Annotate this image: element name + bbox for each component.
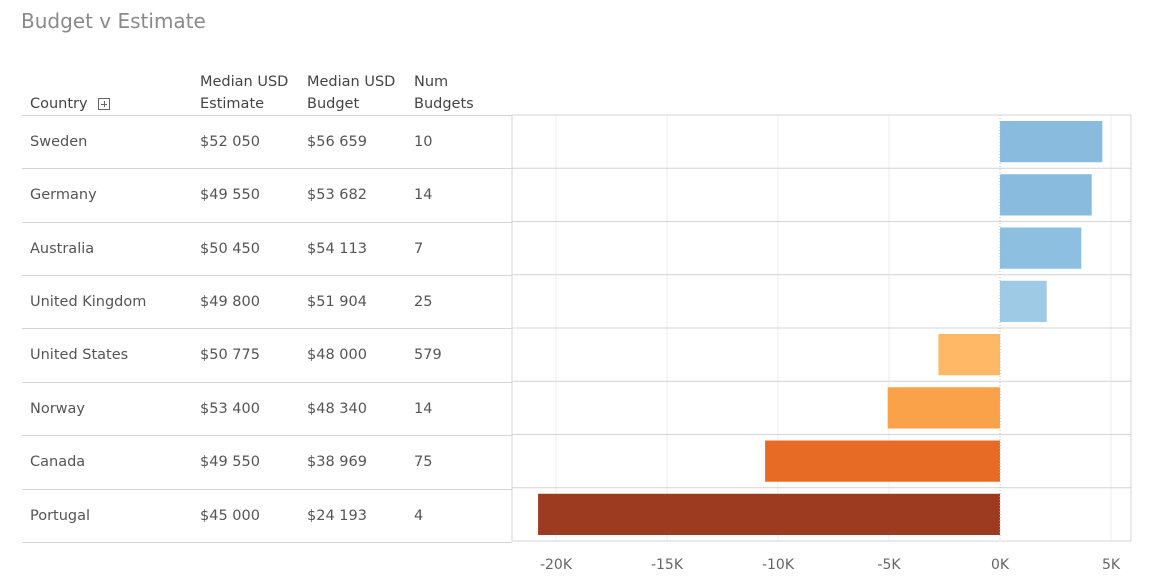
country-cell: Norway — [30, 401, 86, 417]
bar-sweden — [1000, 121, 1103, 163]
budget-cell: $48 000 — [307, 347, 367, 363]
estimate-header[interactable]: Median USD Estimate — [200, 71, 288, 115]
budget-cell: $24 193 — [307, 508, 367, 524]
num-budgets-cell: 14 — [414, 401, 433, 417]
num-budgets-cell: 579 — [414, 347, 442, 363]
num-budgets-cell: 25 — [414, 294, 433, 310]
budget-header-line1: Median USD — [307, 74, 396, 90]
bar-united-kingdom — [1000, 280, 1047, 322]
bar-canada — [765, 440, 1000, 482]
budget-header[interactable]: Median USD Budget — [307, 71, 395, 115]
country-header-label: Country — [30, 96, 88, 112]
country-cell: Sweden — [30, 134, 88, 150]
budget-header-line2: Budget — [307, 96, 360, 112]
bar-norway — [887, 387, 1000, 429]
budget-cell: $56 659 — [307, 134, 367, 150]
num-header-line2: Budgets — [414, 96, 474, 112]
estimate-cell: $45 000 — [200, 508, 260, 524]
num-budgets-header[interactable]: Num Budgets — [414, 71, 474, 115]
bar-germany — [1000, 174, 1092, 216]
budget-cell: $48 340 — [307, 401, 367, 417]
budget-cell: $53 682 — [307, 187, 367, 203]
estimate-cell: $53 400 — [200, 401, 260, 417]
table-row[interactable]: Australia $50 450 $54 113 7 — [22, 222, 512, 275]
estimate-cell: $52 050 — [200, 134, 260, 150]
table-row[interactable]: United Kingdom $49 800 $51 904 25 — [22, 275, 512, 328]
expand-icon[interactable] — [97, 98, 110, 110]
x-tick-label: -10K — [762, 557, 795, 573]
country-cell: Canada — [30, 454, 86, 470]
bar-australia — [1000, 227, 1082, 269]
num-budgets-cell: 75 — [414, 454, 433, 470]
x-tick-label: -15K — [651, 557, 684, 573]
country-header[interactable]: Country — [30, 93, 110, 115]
num-header-line1: Num — [414, 74, 449, 90]
country-cell: Australia — [30, 241, 95, 257]
num-budgets-cell: 14 — [414, 187, 433, 203]
country-cell: United States — [30, 347, 129, 363]
table-row[interactable]: Canada $49 550 $38 969 75 — [22, 435, 512, 488]
country-cell: United Kingdom — [30, 294, 147, 310]
country-cell: Portugal — [30, 508, 91, 524]
table-row[interactable]: Portugal $45 000 $24 193 4 — [22, 489, 512, 543]
estimate-cell: $49 550 — [200, 187, 260, 203]
chart-title: Budget v Estimate — [21, 9, 206, 33]
x-tick-label: -5K — [877, 557, 901, 573]
table-row[interactable]: Norway $53 400 $48 340 14 — [22, 382, 512, 435]
x-tick-label: -20K — [540, 557, 573, 573]
estimate-cell: $49 550 — [200, 454, 260, 470]
estimate-header-line1: Median USD — [200, 74, 289, 90]
table-row[interactable]: Germany $49 550 $53 682 14 — [22, 168, 512, 221]
budget-cell: $54 113 — [307, 241, 367, 257]
estimate-cell: $50 775 — [200, 347, 260, 363]
x-tick-label: 0K — [991, 557, 1010, 573]
bar-portugal — [538, 493, 1000, 535]
num-budgets-cell: 10 — [414, 134, 433, 150]
country-cell: Germany — [30, 187, 97, 203]
budget-cell: $51 904 — [307, 294, 367, 310]
bar-united-states — [938, 334, 1000, 376]
estimate-cell: $49 800 — [200, 294, 260, 310]
table-row[interactable]: Sweden $52 050 $56 659 10 — [22, 115, 512, 168]
num-budgets-cell: 4 — [414, 508, 424, 524]
estimate-header-line2: Estimate — [200, 96, 265, 112]
x-tick-label: 5K — [1102, 557, 1121, 573]
table-row[interactable]: United States $50 775 $48 000 579 — [22, 328, 512, 381]
num-budgets-cell: 7 — [414, 241, 424, 257]
budget-cell: $38 969 — [307, 454, 367, 470]
estimate-cell: $50 450 — [200, 241, 260, 257]
